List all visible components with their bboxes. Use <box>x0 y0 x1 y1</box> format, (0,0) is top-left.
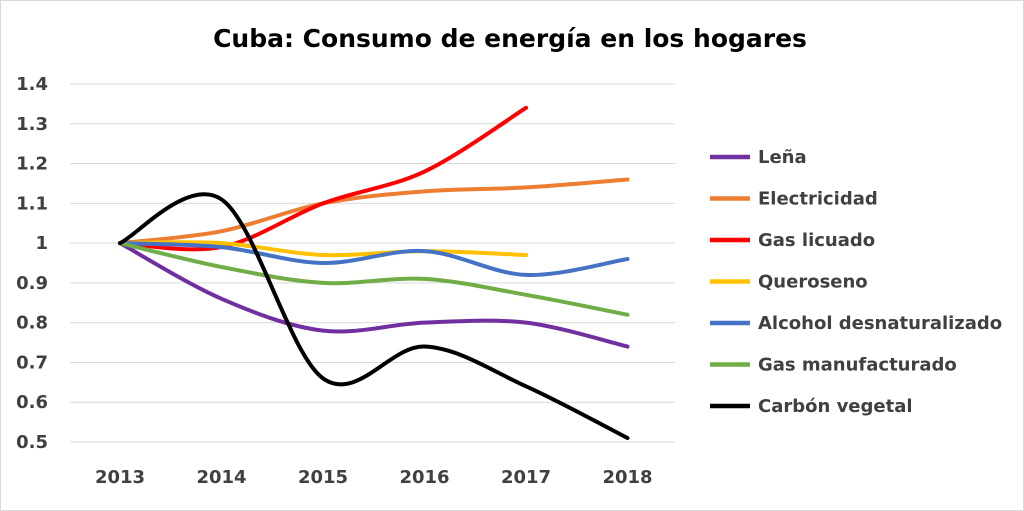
x-tick-label: 2018 <box>602 467 652 488</box>
legend-label: Leña <box>758 147 807 168</box>
y-tick-label: 0.5 <box>16 432 48 453</box>
legend-label: Queroseno <box>758 272 868 293</box>
x-tick-label: 2014 <box>196 467 246 488</box>
y-tick-label: 1 <box>35 233 48 254</box>
series-line-queroseno <box>118 240 528 258</box>
legend-label: Alcohol desnaturalizado <box>758 313 1002 334</box>
legend-label: Carbón vegetal <box>758 396 913 417</box>
gridlines <box>70 83 675 443</box>
series-line-gas-manufacturado <box>118 241 630 317</box>
x-tick-label: 2016 <box>399 467 449 488</box>
series-line-gas-licuado <box>118 105 528 252</box>
y-tick-label: 1.3 <box>16 114 48 135</box>
series-line-carbon-vegetal <box>118 192 630 441</box>
legend-label: Electricidad <box>758 189 878 210</box>
chart-title: Cuba: Consumo de energía en los hogares <box>213 24 807 53</box>
x-tick-label: 2017 <box>501 467 551 488</box>
legend-label: Gas licuado <box>758 230 875 251</box>
y-tick-label: 0.8 <box>16 313 48 334</box>
series-lines <box>118 105 630 441</box>
x-tick-label: 2015 <box>298 467 348 488</box>
y-tick-label: 0.6 <box>16 392 48 413</box>
legend: Leña Electricidad Gas licuado Queroseno Alco… <box>710 147 1002 417</box>
y-tick-label: 1.4 <box>16 74 48 95</box>
y-tick-label: 1.1 <box>16 193 48 214</box>
y-tick-label: 0.9 <box>16 273 48 294</box>
x-axis-ticks: 2013 2014 2015 2016 2017 2018 <box>95 467 653 488</box>
legend-label: Gas manufacturado <box>758 355 957 376</box>
y-tick-label: 0.7 <box>16 352 48 373</box>
y-axis-ticks: 1.4 1.3 1.2 1.1 1 0.9 0.8 0.7 0.6 0.5 <box>16 74 48 453</box>
y-tick-label: 1.2 <box>16 154 48 175</box>
series-line-alcohol-desnaturalizado <box>118 241 630 277</box>
series-line-lena <box>118 241 630 349</box>
x-tick-label: 2013 <box>95 467 145 488</box>
series-line-electricidad <box>118 177 630 246</box>
